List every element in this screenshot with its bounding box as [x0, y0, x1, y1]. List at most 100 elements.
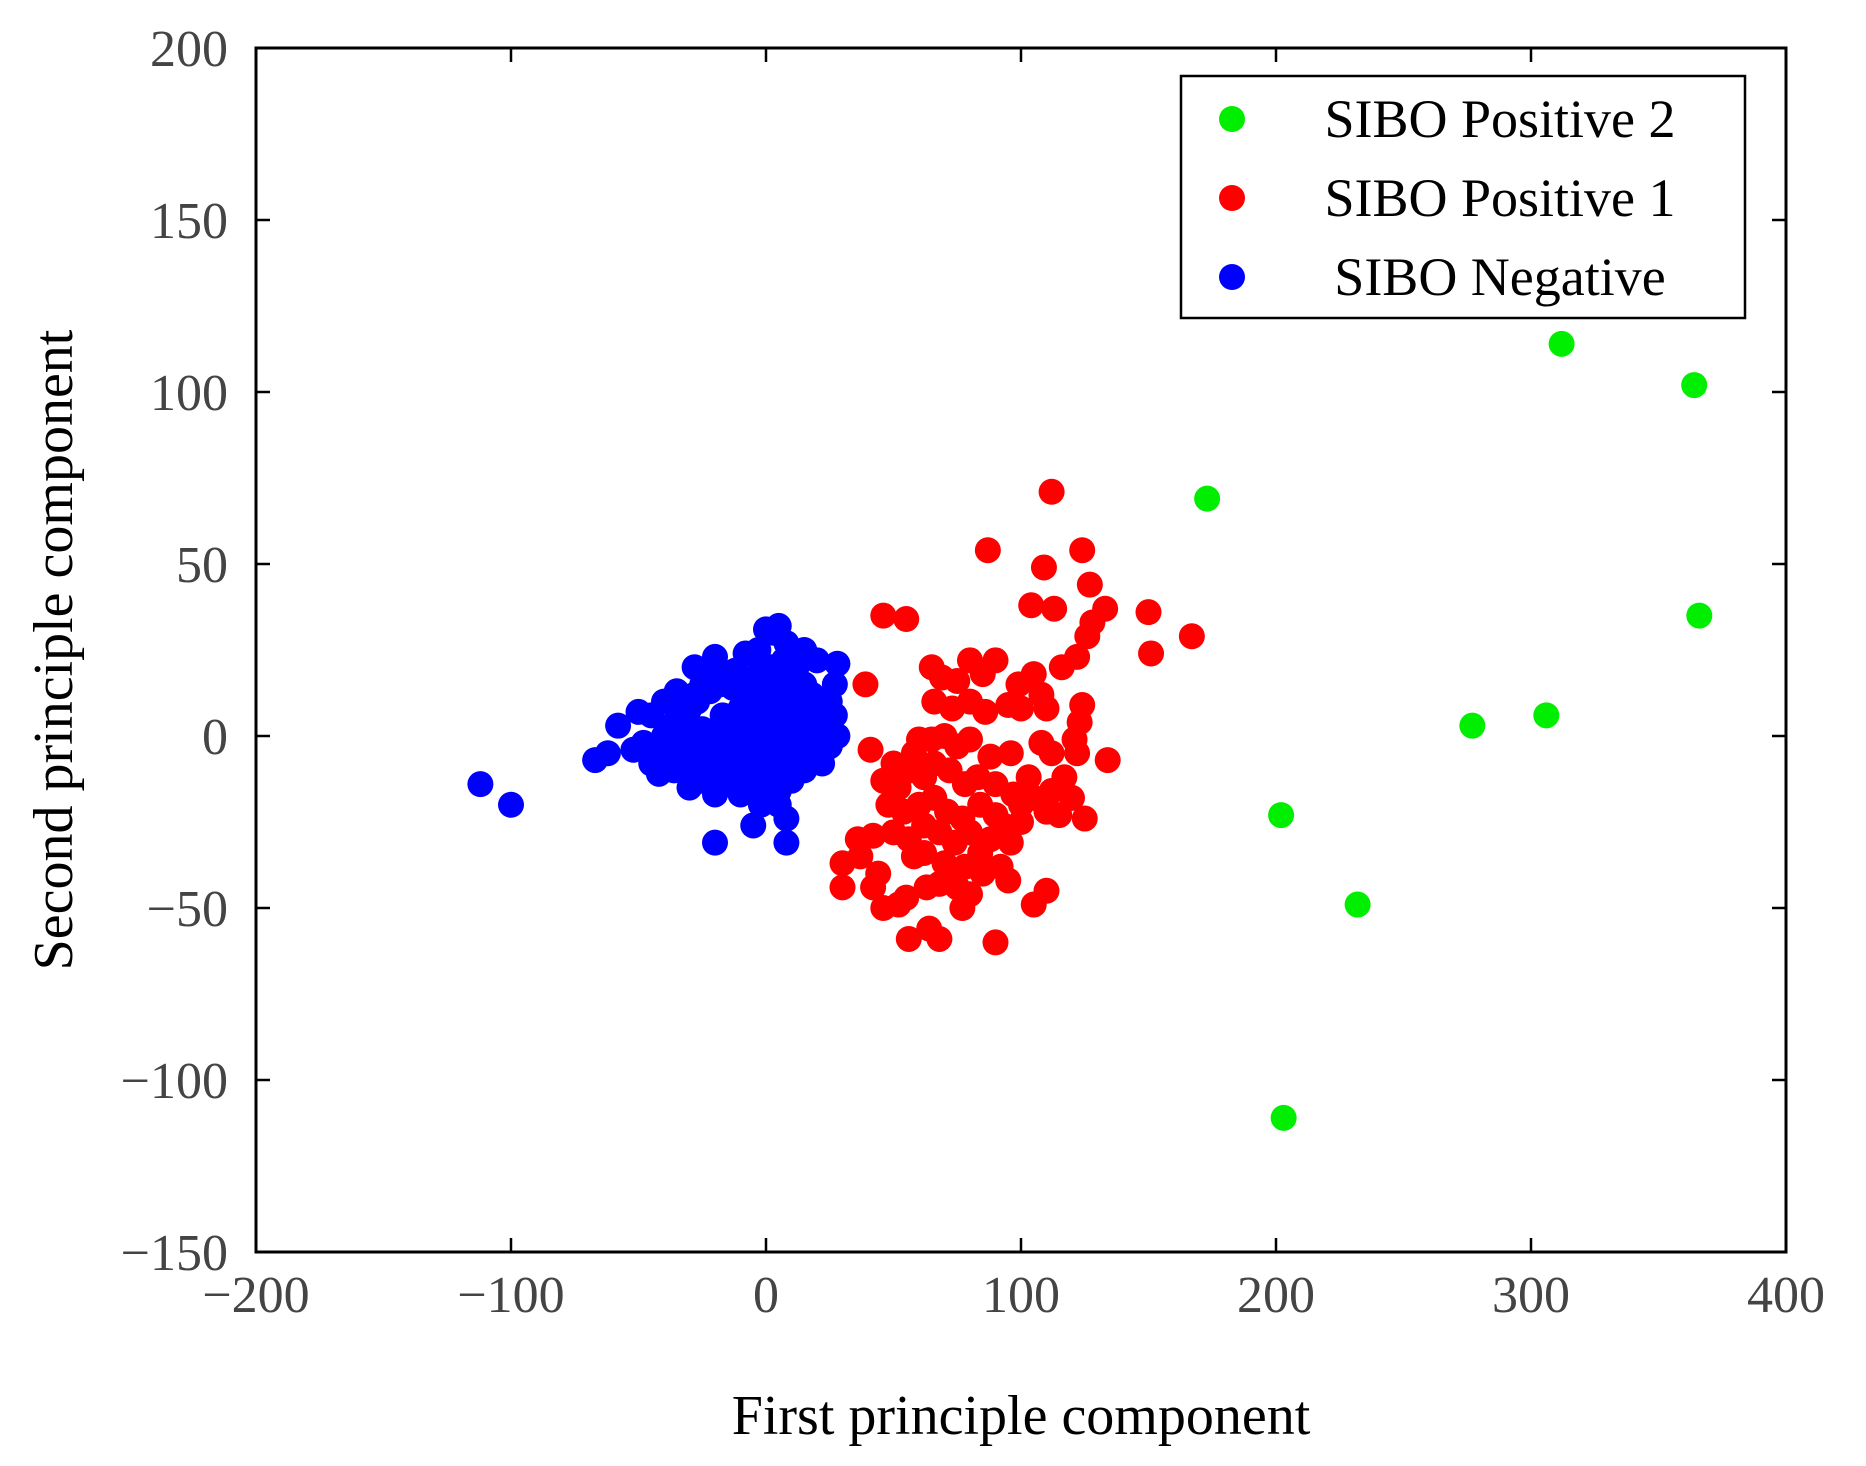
sibo-positive-1-point: [1018, 592, 1045, 619]
sibo-negative-point: [709, 702, 736, 729]
sibo-positive-1-point: [1051, 764, 1078, 791]
sibo-negative-point: [809, 750, 836, 777]
sibo-positive-1-point: [957, 819, 983, 846]
y-tick-label: −100: [121, 1053, 228, 1110]
sibo-positive-1-point: [1008, 695, 1034, 722]
y-tick-label: 200: [150, 21, 228, 78]
sibo-negative-point: [732, 688, 759, 715]
sibo-negative-point: [824, 650, 851, 677]
x-tick-label: 300: [1492, 1267, 1570, 1324]
sibo-negative-point: [745, 750, 772, 777]
sibo-positive-1-point: [1178, 623, 1205, 650]
sibo-negative-point: [681, 767, 708, 794]
sibo-positive-1-point: [949, 895, 976, 921]
sibo-negative-point: [498, 791, 524, 818]
sibo-positive-1-point: [977, 743, 1004, 770]
sibo-positive-2-point: [1686, 602, 1713, 629]
sibo-positive-2-point: [1270, 1104, 1297, 1131]
sibo-positive-1-point: [1135, 599, 1162, 626]
sibo-positive-1-point: [972, 698, 999, 725]
data-points: [467, 330, 1713, 1131]
sibo-positive-1-point: [1069, 537, 1096, 564]
sibo-negative-point: [467, 771, 494, 798]
sibo-positive-1-point: [829, 874, 856, 901]
sibo-positive-1-point: [1064, 740, 1091, 767]
sibo-negative-point: [676, 726, 703, 753]
sibo-negative-point: [821, 671, 848, 698]
sibo-positive-1-point: [982, 929, 1009, 956]
sibo-negative-point: [760, 767, 787, 794]
y-tick-label: −150: [121, 1225, 228, 1282]
legend-box: [1179, 74, 1747, 320]
sibo-negative-point: [796, 726, 823, 753]
sibo-positive-1-point: [1008, 809, 1034, 835]
legend-marker-sibo-positive-2: [1219, 106, 1245, 132]
y-tick-label: 50: [176, 537, 228, 594]
legend-label-sibo-positive-2: SIBO Positive 2: [1324, 89, 1675, 149]
sibo-positive-1-point: [1030, 554, 1057, 581]
sibo-positive-2-point: [1533, 702, 1560, 729]
x-tick-label: 200: [1237, 1267, 1315, 1324]
x-tick-label: 100: [982, 1267, 1060, 1324]
sibo-positive-1-point: [969, 661, 996, 688]
sibo-positive-1-point: [969, 860, 996, 887]
sibo-positive-2-point: [1681, 372, 1708, 399]
sibo-positive-1-point: [1138, 640, 1165, 667]
sibo-positive-1-point: [1020, 661, 1047, 688]
sibo-positive-1-point: [860, 822, 887, 849]
sibo-negative-point: [740, 812, 767, 839]
sibo-positive-1-point: [1046, 802, 1073, 829]
sibo-positive-1-point: [1033, 695, 1060, 722]
sibo-negative-point: [824, 723, 851, 749]
sibo-negative-point: [783, 640, 810, 667]
sibo-positive-1-point: [1094, 747, 1121, 774]
legend-label-sibo-positive-1: SIBO Positive 1: [1324, 168, 1675, 228]
sibo-positive-1-point: [852, 671, 879, 698]
sibo-positive-2-point: [1459, 712, 1486, 739]
y-tick-label: 0: [202, 709, 228, 766]
sibo-positive-2-point: [1268, 802, 1295, 829]
sibo-positive-1-point: [860, 874, 887, 901]
sibo-negative-point: [702, 829, 728, 856]
sibo-positive-1-point: [974, 537, 1001, 564]
sibo-positive-2-point: [1548, 330, 1575, 357]
sibo-positive-1-point: [857, 736, 884, 763]
sibo-positive-1-point: [957, 726, 983, 753]
sibo-negative-point: [702, 643, 728, 670]
sibo-positive-1-point: [1071, 805, 1098, 832]
sibo-positive-1-point: [967, 839, 994, 866]
sibo-negative-point: [765, 702, 792, 729]
x-tick-label: 400: [1747, 1267, 1825, 1324]
sibo-negative-point: [783, 702, 810, 729]
sibo-negative-point: [809, 695, 836, 722]
sibo-positive-1-point: [1076, 571, 1103, 598]
sibo-positive-1-point: [1020, 891, 1047, 918]
sibo-positive-1-point: [1041, 595, 1068, 622]
x-tick-label: −100: [457, 1267, 564, 1324]
legend: SIBO Positive 2 SIBO Positive 1 SIBO Negat…: [1179, 74, 1747, 320]
sibo-positive-2-point: [1194, 485, 1221, 512]
sibo-positive-1-point: [1015, 764, 1042, 791]
legend-marker-sibo-negative: [1219, 264, 1245, 290]
sibo-positive-1-point: [1074, 623, 1101, 650]
sibo-negative-point: [773, 829, 800, 856]
legend-label-sibo-negative: SIBO Negative: [1334, 247, 1665, 307]
x-tick-label: −200: [202, 1267, 309, 1324]
legend-marker-sibo-positive-1: [1219, 185, 1245, 211]
sibo-positive-1-point: [885, 891, 912, 918]
sibo-negative-point: [753, 616, 779, 643]
sibo-positive-1-point: [995, 867, 1022, 894]
sibo-negative-point: [681, 654, 708, 681]
sibo-negative-point: [727, 664, 754, 691]
y-tick-label: 100: [150, 365, 228, 422]
sibo-positive-1-point: [900, 843, 927, 870]
sibo-positive-2-point: [1344, 891, 1371, 918]
sibo-negative-point: [638, 750, 665, 777]
sibo-positive-1-point: [870, 602, 897, 629]
sibo-positive-1-point: [926, 925, 953, 952]
sibo-negative-point: [732, 778, 759, 805]
sibo-negative-point: [773, 805, 800, 832]
x-axis-ticks: −200 −100 0 100 200 300 400: [202, 48, 1825, 1324]
y-tick-label: −50: [147, 881, 228, 938]
